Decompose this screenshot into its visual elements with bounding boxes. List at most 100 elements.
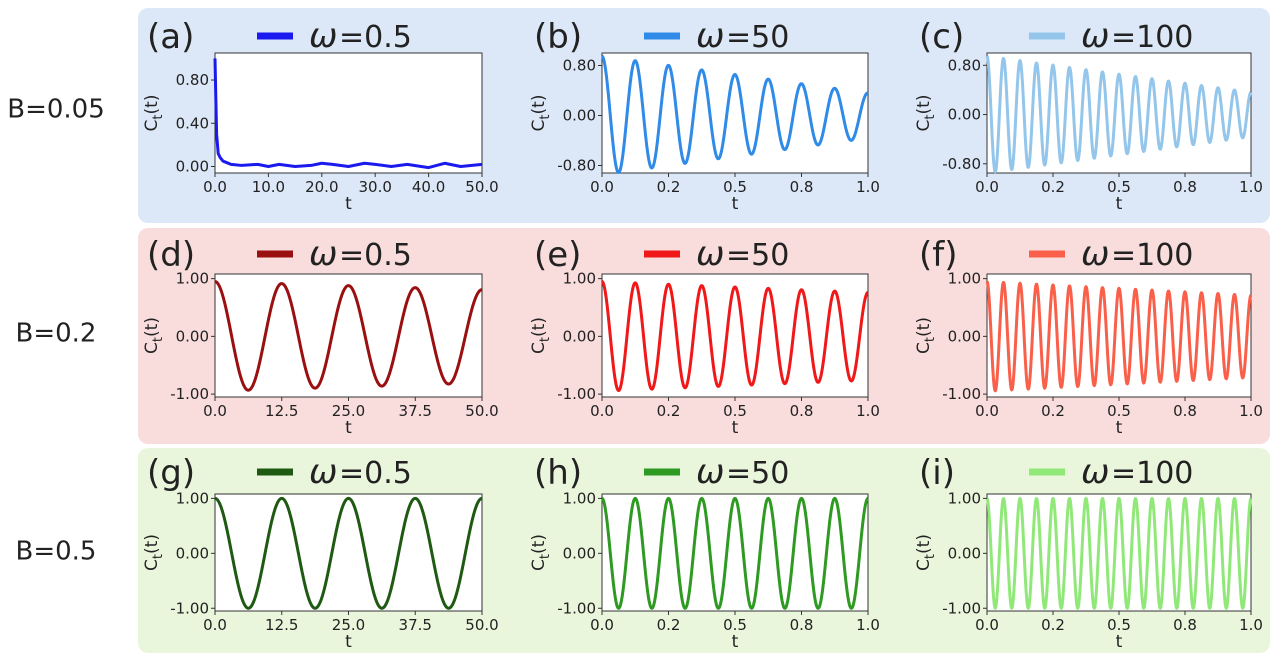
- series-line: [985, 280, 1253, 393]
- x-tick-label: 0.2: [657, 616, 681, 634]
- x-tick-label: 0.5: [723, 616, 747, 634]
- x-tick-label: 0.8: [1173, 616, 1197, 634]
- series-line: [213, 58, 483, 170]
- plot-area: [601, 493, 869, 612]
- x-tick-label: 50.0: [465, 402, 498, 420]
- x-axis-label: t: [1116, 194, 1123, 214]
- y-axis-label: Ct(t): [529, 317, 553, 354]
- y-tick-label: 0.00: [948, 544, 981, 562]
- x-tick-label: 0.2: [657, 178, 681, 196]
- x-tick-label: 0.5: [1107, 178, 1131, 196]
- y-tick-label: -1.00: [170, 599, 209, 617]
- x-tick-label: 40.0: [412, 178, 445, 196]
- panel-label: (i): [919, 453, 955, 493]
- panel-label: (e): [534, 235, 581, 275]
- x-tick-label: 1.0: [1239, 616, 1263, 634]
- y-axis-label: Ct(t): [142, 95, 166, 132]
- y-tick-label: -1.00: [942, 599, 981, 617]
- panel-label: (f): [919, 235, 958, 275]
- y-tick-label: 1.00: [563, 489, 596, 507]
- legend-label: =0.5: [339, 238, 412, 273]
- x-tick-label: 0.0: [590, 178, 614, 196]
- y-tick-label: 0.80: [948, 56, 981, 74]
- y-tick-label: 0.40: [176, 114, 209, 132]
- panel-b: (b) ω =50 0.0 0.2 0.5 0.8 1.0 -0.80 0.00 0.80 t Ct(t…: [529, 16, 880, 214]
- row-label-1: B=0.05: [7, 95, 105, 125]
- x-axis-label: t: [732, 194, 739, 214]
- x-tick-label: 0.5: [1107, 402, 1131, 420]
- x-axis-label: t: [1116, 632, 1123, 652]
- plot-area: [214, 52, 483, 174]
- legend-omega-symbol: ω: [1081, 452, 1109, 492]
- y-tick-label: 1.00: [948, 489, 981, 507]
- y-tick-label: -0.80: [557, 157, 596, 175]
- panel-e: (e) ω =50 0.0 0.2 0.5 0.8 1.0 -1.00 0.00 1.00 t Ct(t…: [529, 234, 880, 438]
- legend-label: =50: [726, 20, 789, 55]
- x-tick-label: 0.0: [203, 402, 227, 420]
- y-tick-label: 0.00: [176, 544, 209, 562]
- y-axis-label: Ct(t): [142, 534, 166, 571]
- panel-g: (g) ω =0.5 0.0 12.5 25.0 37.5 50.0 -1.00 0.00 1.00…: [142, 452, 499, 652]
- y-tick-label: 1.00: [176, 489, 209, 507]
- x-tick-label: 37.5: [399, 616, 432, 634]
- y-tick-label: 0.80: [176, 71, 209, 89]
- x-tick-label: 30.0: [358, 178, 391, 196]
- plot-area: [601, 52, 869, 174]
- x-tick-label: 0.0: [590, 402, 614, 420]
- y-axis-label: Ct(t): [914, 317, 938, 354]
- y-tick-label: -1.00: [942, 385, 981, 403]
- series-line: [213, 280, 484, 392]
- panel-label: (c): [919, 17, 964, 57]
- x-axis-label: t: [732, 418, 739, 438]
- panel-label: (h): [534, 453, 582, 493]
- row-label-3: B=0.5: [16, 537, 97, 567]
- x-tick-label: 1.0: [856, 616, 880, 634]
- x-tick-label: 12.5: [265, 402, 298, 420]
- x-tick-label: 0.8: [790, 178, 814, 196]
- x-axis-label: t: [1116, 418, 1123, 438]
- x-tick-label: 25.0: [332, 616, 365, 634]
- series-line: [600, 496, 870, 610]
- plot-area: [601, 273, 869, 398]
- panel-label: (d): [147, 235, 195, 275]
- y-tick-label: 0.00: [948, 106, 981, 124]
- legend-label: =50: [726, 456, 789, 491]
- x-tick-label: 12.5: [265, 616, 298, 634]
- legend-label: =100: [1111, 20, 1193, 55]
- x-tick-label: 0.5: [1107, 616, 1131, 634]
- y-tick-label: 1.00: [176, 270, 209, 288]
- legend-label: =100: [1111, 456, 1193, 491]
- y-tick-label: -1.00: [557, 385, 596, 403]
- panel-i: (i) ω =100 0.0 0.2 0.5 0.8 1.0 -1.00 0.00 1.00 t Ct(…: [914, 452, 1263, 652]
- series-line: [985, 55, 1253, 174]
- x-tick-label: 0.8: [1173, 402, 1197, 420]
- y-axis-label: Ct(t): [142, 317, 166, 354]
- y-axis-label: Ct(t): [529, 95, 553, 132]
- legend-label: =0.5: [339, 20, 412, 55]
- y-tick-label: -1.00: [170, 385, 209, 403]
- x-tick-label: 0.2: [1041, 402, 1065, 420]
- series-line: [985, 496, 1253, 610]
- y-tick-label: 0.00: [176, 327, 209, 345]
- legend-omega-symbol: ω: [1081, 234, 1109, 274]
- x-axis-label: t: [345, 194, 352, 214]
- x-tick-label: 0.2: [1041, 178, 1065, 196]
- panel-h: (h) ω =50 0.0 0.2 0.5 0.8 1.0 -1.00 0.00 1.00 t Ct(t…: [529, 452, 880, 652]
- panel-label: (a): [147, 17, 194, 57]
- y-axis-label: Ct(t): [914, 534, 938, 571]
- x-axis-label: t: [345, 418, 352, 438]
- x-tick-label: 0.0: [975, 402, 999, 420]
- x-tick-label: 1.0: [1239, 402, 1263, 420]
- legend-omega-symbol: ω: [309, 452, 337, 492]
- legend-omega-symbol: ω: [309, 16, 337, 56]
- y-tick-label: -1.00: [557, 599, 596, 617]
- panel-label: (g): [147, 453, 195, 493]
- y-tick-label: -0.80: [942, 155, 981, 173]
- y-tick-label: 0.80: [563, 57, 596, 75]
- legend-label: =100: [1111, 238, 1193, 273]
- y-axis-label: Ct(t): [529, 534, 553, 571]
- series-line: [600, 54, 870, 175]
- y-tick-label: 0.00: [176, 158, 209, 176]
- panel-a: (a) ω =0.5 0.0 10.0 20.0 30.0 40.0 50.0 0.00 0.40 0…: [142, 16, 499, 214]
- y-tick-label: 0.00: [563, 107, 596, 125]
